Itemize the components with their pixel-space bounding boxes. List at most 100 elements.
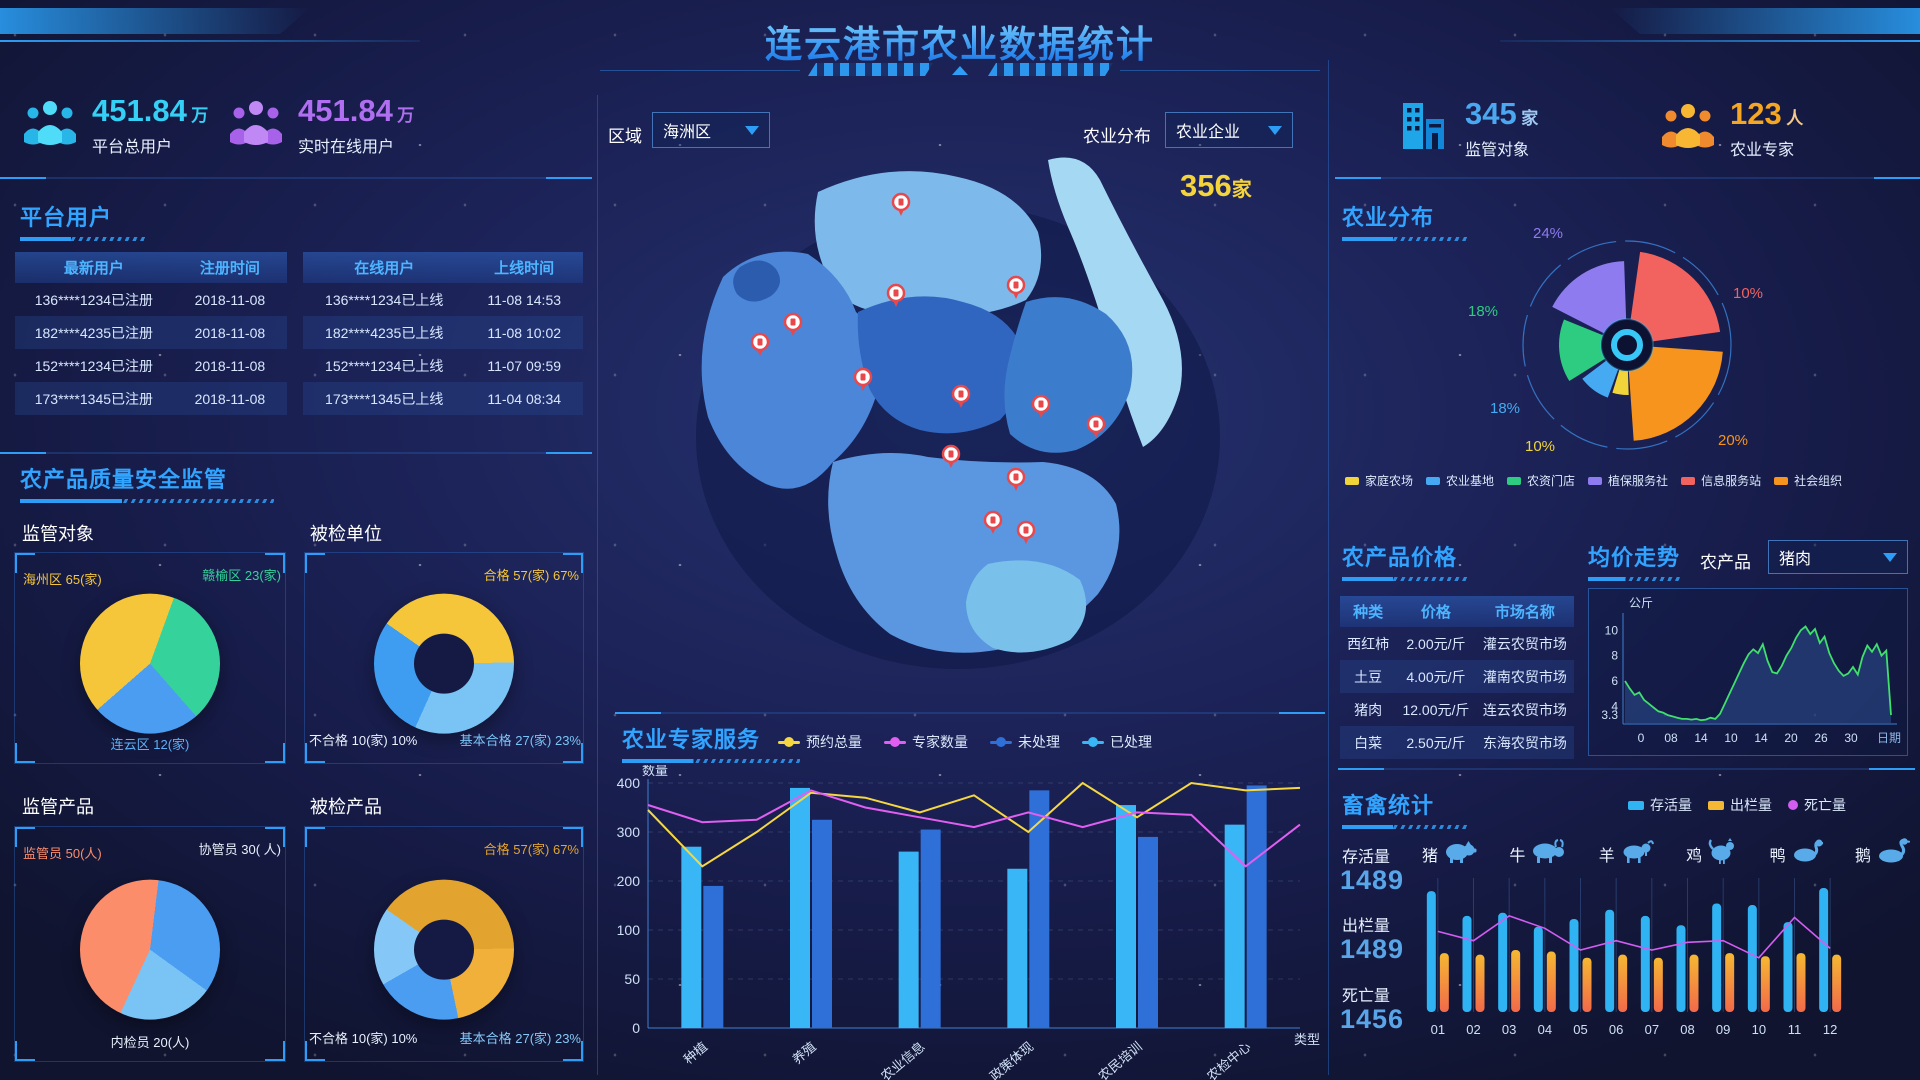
rose-slice[interactable] <box>1627 251 1721 345</box>
region-map[interactable] <box>628 132 1320 704</box>
svg-text:数量: 数量 <box>642 765 668 778</box>
animal-name: 羊 <box>1598 847 1615 865</box>
animal-item[interactable]: 鸡 <box>1686 838 1737 869</box>
bar-out[interactable] <box>1653 957 1663 1012</box>
bar-pending[interactable] <box>920 829 941 1028</box>
bar-survive[interactable] <box>1747 905 1757 1012</box>
map-pin-icon[interactable] <box>983 510 1003 534</box>
animal-item[interactable]: 猪 <box>1422 838 1477 869</box>
bar-done[interactable] <box>1007 868 1028 1028</box>
product-select[interactable]: 猪肉 <box>1768 540 1908 574</box>
map-region-east[interactable] <box>1004 297 1133 453</box>
pie-graphic[interactable] <box>80 593 220 734</box>
table-row: 173****1345已注册 2018-11-08 <box>15 382 287 415</box>
rose-slice[interactable] <box>1559 319 1627 382</box>
legend-item[interactable]: 存活量 <box>1628 795 1692 815</box>
bar-survive[interactable] <box>1605 909 1615 1012</box>
section-title-expert-service: 农业专家服务 <box>622 727 761 752</box>
map-pin-icon[interactable] <box>886 283 906 307</box>
legend-item[interactable]: 农资门店 <box>1507 472 1575 489</box>
map-pin-icon[interactable] <box>891 192 911 216</box>
pie-graphic[interactable] <box>80 879 220 1020</box>
bar-survive[interactable] <box>1498 912 1508 1012</box>
map-pin-icon[interactable] <box>951 384 971 408</box>
bar-out[interactable] <box>1546 951 1556 1012</box>
bar-done[interactable] <box>1224 824 1245 1028</box>
region-select-value: 海洲区 <box>663 124 712 141</box>
bar-out[interactable] <box>1511 950 1521 1012</box>
legend-label: 出栏量 <box>1730 797 1772 813</box>
map-region-north[interactable] <box>814 171 1042 316</box>
bar-survive[interactable] <box>1533 926 1543 1012</box>
legend-item[interactable]: 家庭农场 <box>1345 472 1413 489</box>
map-pin-icon[interactable] <box>941 444 961 468</box>
legend-item[interactable]: 已处理 <box>1082 732 1152 752</box>
legend-item[interactable]: 预约总量 <box>778 732 862 752</box>
month-label: 05 <box>1573 1022 1587 1037</box>
bar-survive[interactable] <box>1783 922 1793 1012</box>
supervise-products-pie: 监管员 50(人) 协管员 30( 人) 内检员 20(人) <box>15 827 285 1061</box>
animal-item[interactable]: 羊 <box>1599 838 1654 869</box>
bar-pending[interactable] <box>1138 836 1158 1028</box>
bar-done[interactable] <box>790 787 810 1028</box>
animal-item[interactable]: 牛 <box>1509 838 1566 869</box>
pie-graphic[interactable] <box>374 879 514 1020</box>
animal-item[interactable]: 鸭 <box>1770 838 1824 869</box>
map-pin-icon[interactable] <box>1031 394 1051 418</box>
legend-item[interactable]: 死亡量 <box>1788 795 1846 815</box>
legend-item[interactable]: 专家数量 <box>884 732 968 752</box>
legend-item[interactable]: 农业基地 <box>1426 472 1494 489</box>
distribution-select[interactable]: 农业企业 <box>1165 112 1293 148</box>
map-pin-icon[interactable] <box>1006 467 1026 491</box>
bar-survive[interactable] <box>1569 919 1579 1012</box>
product-select-value: 猪肉 <box>1779 551 1812 568</box>
map-pin-icon[interactable] <box>1016 520 1036 544</box>
region-select[interactable]: 海洲区 <box>652 112 770 148</box>
bar-done[interactable] <box>898 851 919 1028</box>
bar-out[interactable] <box>1796 953 1806 1012</box>
legend-item[interactable]: 植保服务社 <box>1588 472 1668 489</box>
bar-pending[interactable] <box>1029 790 1050 1028</box>
bar-out[interactable] <box>1689 954 1699 1012</box>
bar-survive[interactable] <box>1640 915 1650 1012</box>
table-cell: 2018-11-08 <box>194 357 266 374</box>
map-pin-icon[interactable] <box>1086 414 1106 438</box>
map-region-southeast[interactable] <box>966 560 1087 653</box>
bar-done[interactable] <box>681 846 702 1028</box>
legend-item[interactable]: 信息服务站 <box>1681 472 1761 489</box>
bar-out[interactable] <box>1725 953 1735 1012</box>
stat-unit: 万 <box>397 106 415 125</box>
legend-item[interactable]: 社会组织 <box>1774 472 1842 489</box>
bar-pending[interactable] <box>1246 785 1267 1028</box>
map-region-coast[interactable] <box>1048 157 1182 448</box>
map-pin-icon[interactable] <box>1006 275 1026 299</box>
bar-out[interactable] <box>1618 954 1628 1012</box>
map-region-islet[interactable] <box>733 260 780 302</box>
legend-item[interactable]: 出栏量 <box>1708 795 1772 815</box>
bar-survive[interactable] <box>1426 891 1436 1012</box>
animal-name: 鸡 <box>1686 847 1703 865</box>
bar-out[interactable] <box>1439 953 1449 1012</box>
map-region-west[interactable] <box>701 251 881 489</box>
bar-out[interactable] <box>1582 957 1592 1012</box>
bar-out[interactable] <box>1760 956 1770 1012</box>
map-pin-icon[interactable] <box>853 367 873 391</box>
pie-graphic[interactable] <box>374 593 514 734</box>
pig-icon <box>1443 838 1477 869</box>
bar-survive[interactable] <box>1712 903 1722 1013</box>
rose-slice[interactable] <box>1627 345 1723 441</box>
map-pin-icon[interactable] <box>783 312 803 336</box>
bar-out[interactable] <box>1475 954 1485 1012</box>
animal-item[interactable]: 鹅 <box>1855 838 1910 869</box>
legend-item[interactable]: 未处理 <box>990 732 1060 752</box>
bar-out[interactable] <box>1832 954 1842 1012</box>
bar-done[interactable] <box>1116 805 1136 1028</box>
map-region-center[interactable] <box>857 296 1024 434</box>
map-pin-icon[interactable] <box>750 332 770 356</box>
bar-pending[interactable] <box>812 819 832 1028</box>
rose-slice[interactable] <box>1552 261 1627 345</box>
bar-survive[interactable] <box>1462 915 1472 1012</box>
bar-survive[interactable] <box>1819 888 1829 1012</box>
bar-survive[interactable] <box>1676 925 1686 1012</box>
bar-pending[interactable] <box>703 885 724 1028</box>
